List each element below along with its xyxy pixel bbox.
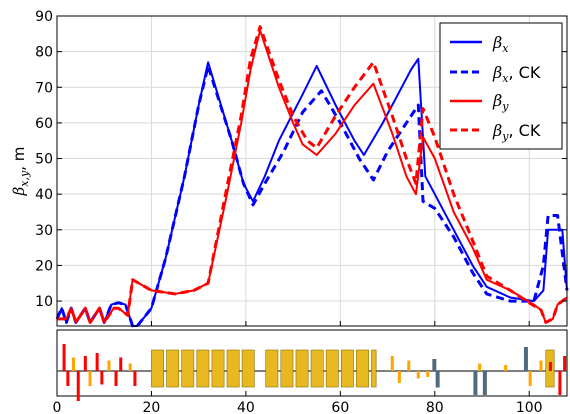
dipole-magnet-6 [226, 349, 240, 388]
quadrupole-8 [100, 371, 104, 385]
quadrupole-24 [504, 365, 508, 371]
quadrupole-19 [432, 359, 437, 371]
dipole-magnet-3 [181, 349, 195, 388]
dipole-magnet-14 [356, 349, 369, 388]
dipole-magnet-8 [265, 349, 279, 388]
quadrupole-15 [397, 371, 401, 383]
y-axis-label-sub: x,y [18, 170, 31, 187]
x-tick-label-4: 80 [426, 400, 444, 414]
legend-entry-4: βy, CK [450, 121, 541, 143]
quadrupole-7 [95, 353, 99, 371]
quadrupole-3 [72, 357, 76, 371]
legend-label-4: βy, CK [492, 121, 541, 143]
quadrupole-2 [66, 371, 70, 386]
quadrupole-23 [482, 371, 487, 395]
quadrupole-27 [539, 360, 543, 371]
dipole-magnet-4 [196, 349, 210, 388]
legend-box [439, 22, 563, 150]
quadrupole-30 [563, 356, 567, 371]
y-tick-label-7: 80 [35, 45, 53, 61]
dipole-magnet-12 [325, 349, 339, 388]
quadrupole-25 [523, 347, 528, 371]
quadrupole-16 [407, 360, 411, 371]
quadrupole-20 [435, 371, 440, 388]
dipole-magnet-9 [280, 349, 294, 388]
y-tick-label-0: 10 [35, 294, 53, 310]
plot-series [55, 25, 569, 328]
y-ticks: 10 20 30 40 50 60 70 80 90 [35, 9, 567, 326]
y-axis-label: βx,y, m [10, 147, 31, 197]
dipole-magnet-15 [371, 349, 377, 388]
dipole-magnet-2 [166, 349, 180, 388]
y-tick-label-5: 60 [35, 116, 53, 132]
lattice-panel: 0 20 40 60 80 100 [53, 329, 568, 414]
quadrupole-17 [416, 371, 420, 379]
series-line-4 [57, 25, 568, 324]
main-plot-frame [56, 15, 568, 327]
quadrupole-12 [128, 363, 132, 371]
y-tick-label-3: 40 [35, 187, 53, 203]
quadrupole-14 [390, 356, 394, 371]
quadrupole-6 [88, 371, 92, 386]
y-tick-label-6: 70 [35, 80, 53, 96]
dipole-magnet-1 [151, 349, 164, 388]
quadrupole-5 [83, 356, 87, 371]
dipole-magnet-7 [241, 349, 255, 388]
x-ticks: 0 20 40 60 80 100 [53, 391, 543, 414]
dipole-magnet-11 [310, 349, 324, 388]
y-tick-label-1: 20 [35, 258, 53, 274]
y-axis-label-unit: , m [10, 147, 28, 171]
x-tick-label-2: 40 [237, 400, 255, 414]
quadrupole-9 [107, 360, 111, 371]
x-tick-label-3: 60 [331, 400, 349, 414]
quadrupole-11 [119, 357, 123, 371]
y-tick-label-4: 50 [35, 152, 53, 168]
quadrupole-4 [76, 371, 80, 401]
quadrupole-1 [62, 344, 66, 371]
quadrupole-18 [426, 371, 430, 377]
quadrupole-29 [558, 371, 562, 395]
legend-label-3: βy [492, 91, 509, 113]
legend-entry-3: βy [450, 91, 509, 113]
legend-label-2: βx, CK [492, 63, 541, 85]
quadrupole-22 [478, 363, 482, 371]
x-tick-label-1: 20 [143, 400, 161, 414]
quadrupole-28 [548, 362, 552, 371]
dipole-magnet-5 [211, 349, 225, 388]
dipole-magnet-10 [295, 349, 309, 388]
quadrupole-13 [133, 371, 137, 386]
dipole-magnet-13 [340, 349, 354, 388]
quadrupole-26 [528, 371, 532, 386]
legend: βx βx, CK βy βy, CK [439, 22, 563, 150]
legend-entry-2: βx, CK [450, 63, 541, 85]
legend-entry-1: βx [450, 33, 509, 55]
x-tick-label-5: 100 [516, 400, 543, 414]
y-tick-label-2: 30 [35, 223, 53, 239]
y-tick-label-8: 90 [35, 9, 53, 25]
quadrupole-21 [473, 371, 478, 395]
x-tick-label-0: 0 [53, 400, 62, 414]
y-axis-label-main: β [10, 186, 28, 196]
quadrupole-10 [114, 371, 118, 386]
legend-label-1: βx [492, 33, 509, 55]
lattice-elements [57, 344, 567, 401]
